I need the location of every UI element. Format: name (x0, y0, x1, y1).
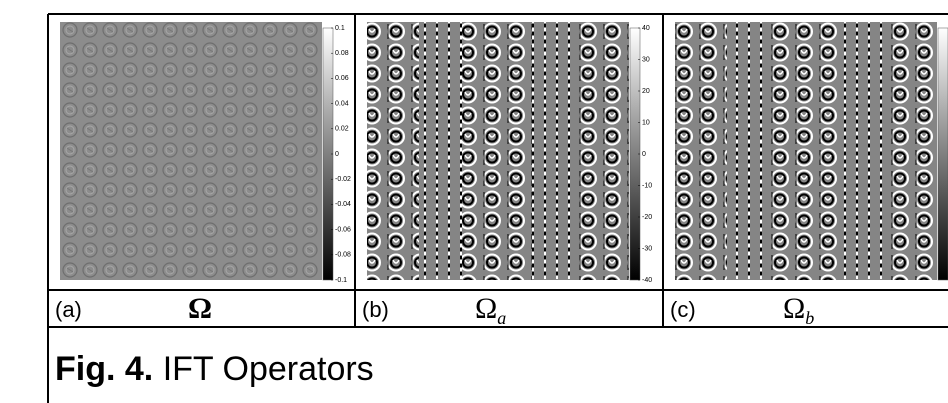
colorbar-tick-label: -20 (642, 214, 652, 221)
caption: Fig. 4. IFT Operators (55, 350, 374, 388)
image-texture (885, 22, 937, 280)
colorbar-tick-label: 0.1 (335, 25, 345, 32)
operator-subscript: b (805, 308, 814, 328)
colorbar-tick-label: -0.04 (335, 201, 351, 208)
caption-text: IFT Operators (163, 350, 374, 388)
colorbar-tick-label: 10 (642, 119, 650, 126)
colorbar-tick-label: -0.02 (335, 176, 351, 183)
colorbar-tick-label: 0.06 (335, 75, 349, 82)
panel-label: (c) (670, 297, 696, 322)
colorbar-tick-label: 20 (642, 88, 650, 95)
colorbar-tick-label: 30 (642, 56, 650, 63)
operator-symbol: Ωa (475, 292, 506, 328)
operator-symbol: Ωb (783, 292, 814, 328)
image-texture (462, 22, 532, 280)
frame (47, 13, 948, 403)
operator-symbol: Ω (188, 292, 212, 325)
colorbar-tick-label: 40 (642, 25, 650, 32)
colorbar-tick-label: -0.08 (335, 252, 351, 259)
colorbar-tick-label: -0.1 (335, 277, 347, 284)
colorbar-tick-label: -40 (642, 277, 652, 284)
colorbar-tick-label: 0.08 (335, 50, 349, 57)
image-texture (577, 22, 629, 280)
operator-symbol-base: Ω (783, 292, 805, 325)
panel-label: (b) (362, 297, 389, 322)
panel-label: (a) (55, 297, 82, 322)
image-texture (675, 22, 727, 280)
colorbar-tick-label: 0.04 (335, 100, 349, 107)
colorbar-tick-label: 0 (642, 151, 646, 158)
operator-symbol-base: Ω (188, 292, 212, 325)
operator-subscript: a (497, 308, 506, 328)
colorbar-tick-label: -30 (642, 245, 652, 252)
colorbar-tick-label: -10 (642, 182, 652, 189)
image-texture (367, 22, 419, 280)
colorbar-tick-label: 0 (335, 151, 339, 158)
colorbar (937, 27, 948, 281)
operator-symbol-base: Ω (475, 292, 497, 325)
image-texture (770, 22, 840, 280)
colorbar-tick-label: 0.02 (335, 126, 349, 133)
operator-image (60, 22, 322, 280)
caption-number: Fig. 4. (55, 350, 153, 388)
colorbar-tick-label: -0.06 (335, 226, 351, 233)
